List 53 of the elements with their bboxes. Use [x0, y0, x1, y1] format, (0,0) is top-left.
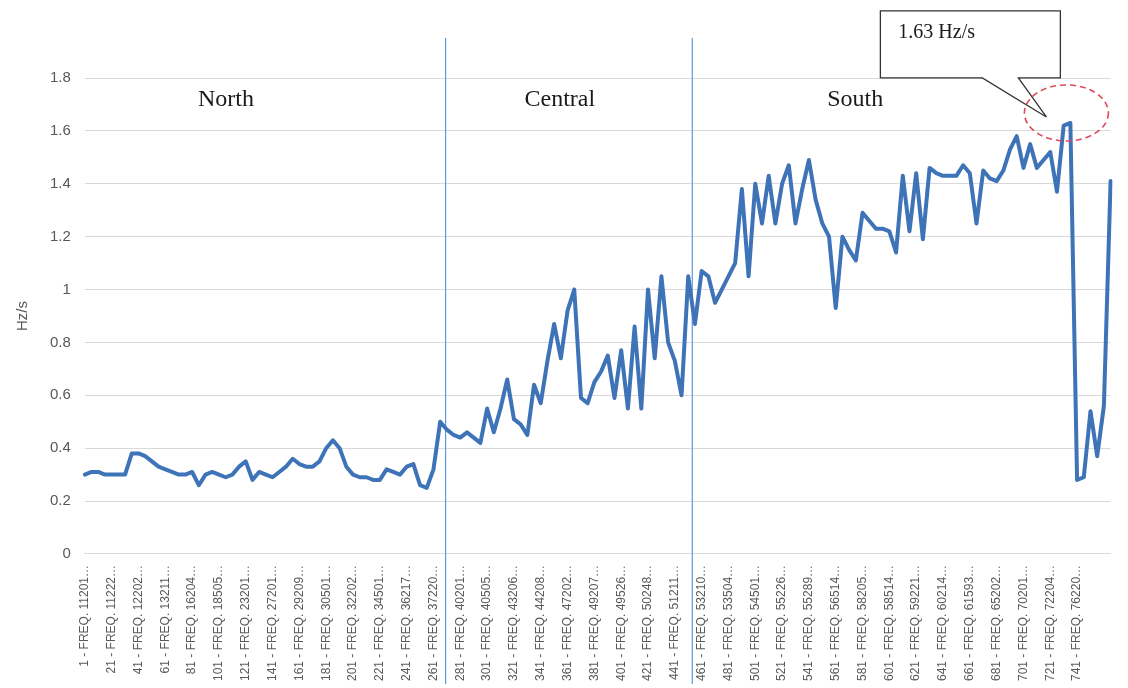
x-tick-label: 721 - FREQ. 72204…: [1042, 564, 1057, 682]
x-tick-label: 261 - FREQ. 37220…: [425, 564, 440, 682]
x-tick-label: 21 - FREQ. 11222…: [103, 564, 118, 674]
x-tick-label: 341 - FREQ. 44208…: [533, 564, 548, 682]
x-tick-label: 1 - FREQ. 11201…: [77, 564, 92, 667]
y-tick-label: 0.8: [49, 332, 71, 350]
x-tick-label: 141 - FREQ. 27201…: [264, 564, 279, 682]
x-tick-label: 201 - FREQ. 32202…: [345, 564, 360, 682]
x-tick-label: 461 - FREQ. 53210…: [693, 564, 708, 682]
y-tick-label: 0: [62, 544, 71, 562]
y-tick-label: 1.4: [49, 173, 71, 191]
x-tick-label: 481 - FREQ. 53504…: [720, 564, 735, 682]
x-tick-label: 681 - FREQ. 65202…: [988, 564, 1003, 682]
y-tick-label: 0.6: [49, 385, 71, 403]
x-tick-label: 541 - FREQ. 55289…: [801, 564, 816, 682]
x-tick-label: 241 - FREQ. 36217…: [398, 564, 413, 682]
annotation: North: [198, 85, 255, 112]
x-tick-label: 381 - FREQ. 49207…: [586, 564, 601, 682]
x-tick-label: 401 - FREQ. 49526…: [613, 564, 628, 682]
x-tick-label: 121 - FREQ. 23201…: [238, 564, 253, 682]
x-tick-label: 581 - FREQ. 58205…: [854, 564, 869, 682]
y-tick-label: 1: [62, 279, 71, 297]
x-tick-label: 321 - FREQ. 43206…: [506, 564, 521, 682]
x-tick-label: 741 - FREQ. 76220…: [1069, 564, 1084, 682]
x-tick-label: 601 - FREQ. 58514…: [881, 564, 896, 682]
x-tick-label: 81 - FREQ. 16204…: [184, 564, 199, 675]
y-tick-label: 1.2: [49, 226, 71, 244]
x-tick-label: 361 - FREQ. 47202…: [559, 564, 574, 682]
x-tick-label: 41 - FREQ. 12202…: [130, 564, 145, 675]
x-tick-label: 301 - FREQ. 40505…: [479, 564, 494, 682]
x-tick-label: 161 - FREQ. 29209…: [291, 564, 306, 682]
x-tick-label: 521 - FREQ. 55226…: [774, 564, 789, 682]
text: 1.63 Hz/s: [898, 20, 976, 43]
x-tick-label: 281 - FREQ. 40201…: [452, 564, 467, 682]
x-tick-label: 621 - FREQ. 59221…: [908, 564, 923, 682]
x-tick-label: 641 - FREQ. 60214…: [935, 564, 950, 682]
x-tick-label: 181 - FREQ. 30501…: [318, 564, 333, 682]
y-tick-label: 0.2: [49, 491, 71, 509]
x-tick-label: 701 - FREQ. 70201…: [1015, 564, 1030, 682]
x-tick-label: 501 - FREQ. 54501…: [747, 564, 762, 682]
y-axis-title: Hz/s: [13, 300, 31, 331]
x-tick-label: 561 - FREQ. 56514…: [828, 564, 843, 682]
x-tick-label: 441 - FREQ. 51211…: [667, 564, 682, 681]
x-tick-label: 661 - FREQ. 61593…: [962, 564, 977, 682]
y-tick-label: 1.6: [49, 121, 71, 139]
annotation: Central: [524, 85, 596, 112]
y-tick-label: 1.8: [49, 68, 71, 86]
annotation: South: [827, 85, 884, 112]
x-tick-label: 101 - FREQ. 18505…: [211, 564, 226, 682]
x-tick-label: 421 - FREQ. 50248…: [640, 564, 655, 682]
x-tick-label: 221 - FREQ. 34501…: [372, 564, 387, 682]
y-tick-label: 0.4: [49, 438, 71, 456]
x-tick-label: 61 - FREQ. 13211…: [157, 564, 172, 674]
